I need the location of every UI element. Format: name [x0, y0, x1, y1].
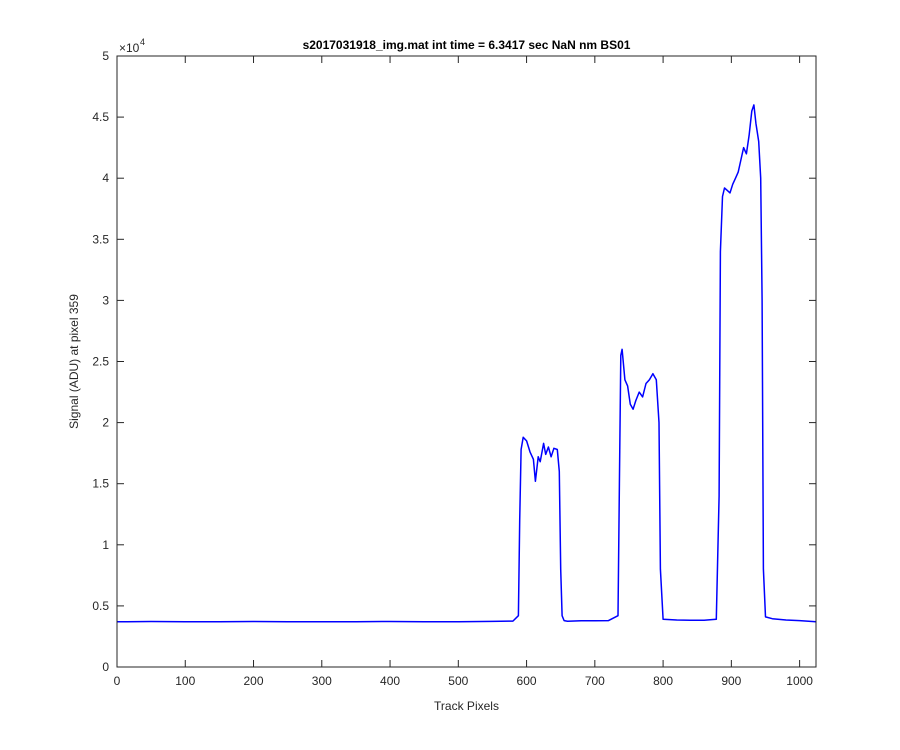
x-tick-label: 1000: [786, 674, 813, 688]
x-tick-label: 200: [244, 674, 264, 688]
y-tick-label: 1: [102, 538, 109, 552]
y-axis-exponent: ×10 4: [119, 37, 145, 55]
x-tick-label: 500: [448, 674, 468, 688]
x-tick-label: 0: [114, 674, 121, 688]
x-tick-label: 400: [380, 674, 400, 688]
series-line-0: [116, 104, 817, 623]
x-tick-label: 800: [653, 674, 673, 688]
chart-title: s2017031918_img.mat int time = 6.3417 se…: [303, 38, 631, 52]
y-axis-label: Signal (ADU) at pixel 359: [67, 294, 81, 429]
y-tick-label: 3.5: [92, 232, 109, 246]
y-axis-exponent-base: ×10: [119, 41, 140, 55]
x-tick-label: 700: [585, 674, 605, 688]
plot-area: [117, 56, 816, 667]
y-tick-label: 0: [102, 660, 109, 674]
y-axis-exponent-power: 4: [140, 37, 145, 47]
x-axis-label: Track Pixels: [434, 699, 499, 713]
x-tick-label: 100: [175, 674, 195, 688]
y-tick-label: 2: [102, 416, 109, 430]
x-tick-label: 600: [517, 674, 537, 688]
x-tick-label: 900: [721, 674, 741, 688]
y-tick-label: 4: [102, 171, 109, 185]
y-tick-label: 3: [102, 293, 109, 307]
y-tick-label: 4.5: [92, 110, 109, 124]
y-tick-label: 1.5: [92, 477, 109, 491]
y-tick-label: 0.5: [92, 599, 109, 613]
y-tick-label: 5: [102, 49, 109, 63]
y-tick-label: 2.5: [92, 355, 109, 369]
x-tick-label: 300: [312, 674, 332, 688]
